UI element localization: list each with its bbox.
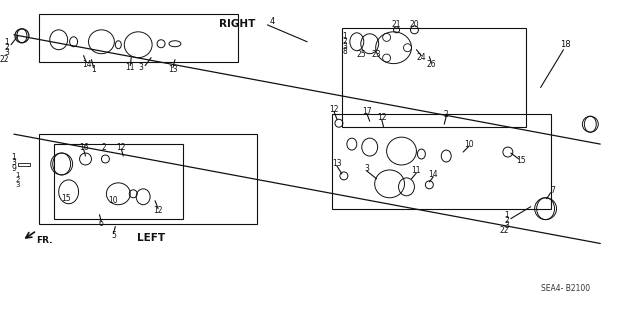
Bar (39, 134, 257, 224)
Text: 10: 10 (109, 196, 118, 205)
Text: 2: 2 (16, 177, 20, 183)
Text: 18: 18 (560, 40, 571, 49)
Text: 1: 1 (4, 38, 9, 47)
Text: 13: 13 (332, 160, 342, 168)
Text: RIGHT: RIGHT (220, 19, 256, 29)
Text: 4: 4 (269, 17, 275, 26)
Text: FR.: FR. (36, 236, 52, 245)
Text: 2: 2 (4, 43, 9, 52)
Bar (342, 28, 525, 127)
Text: 12: 12 (116, 143, 126, 152)
Text: 25: 25 (357, 50, 367, 59)
Text: 2: 2 (504, 216, 509, 225)
Text: 3: 3 (16, 182, 20, 188)
Text: 1: 1 (16, 172, 20, 178)
Text: 11: 11 (125, 63, 135, 72)
Text: 12: 12 (329, 105, 339, 114)
Text: 21: 21 (392, 20, 401, 29)
Text: 2: 2 (101, 143, 106, 152)
Text: 22: 22 (499, 226, 509, 235)
Text: 1: 1 (504, 211, 509, 220)
Text: 5: 5 (111, 231, 116, 240)
Text: 12: 12 (154, 206, 163, 215)
Text: 17: 17 (362, 107, 372, 116)
Text: 3: 3 (342, 42, 347, 51)
Text: 8: 8 (342, 47, 347, 56)
Text: 11: 11 (412, 167, 421, 175)
Text: 14: 14 (429, 170, 438, 179)
Text: 10: 10 (464, 140, 474, 149)
Text: 26: 26 (426, 60, 436, 69)
Text: 23: 23 (372, 50, 381, 59)
Text: 3: 3 (139, 63, 143, 72)
Text: 2: 2 (342, 37, 347, 46)
Text: 12: 12 (377, 113, 387, 122)
Text: 15: 15 (61, 194, 70, 203)
Text: SEA4- B2100: SEA4- B2100 (541, 284, 590, 293)
Text: 13: 13 (168, 65, 178, 74)
Text: 7: 7 (550, 186, 555, 195)
Text: 1: 1 (91, 65, 96, 74)
Text: 3: 3 (4, 48, 9, 57)
Text: 3: 3 (504, 221, 509, 230)
Bar (39, 14, 237, 62)
Bar (332, 114, 550, 209)
Text: 24: 24 (417, 53, 426, 62)
Text: 9: 9 (11, 164, 16, 174)
Text: 22: 22 (0, 55, 9, 64)
Text: 2: 2 (444, 110, 449, 119)
Text: 3: 3 (11, 159, 16, 167)
Text: LEFT: LEFT (137, 234, 165, 243)
Bar (54, 144, 183, 219)
Text: 1: 1 (342, 32, 347, 41)
Text: 14: 14 (82, 60, 92, 69)
Text: 20: 20 (410, 20, 419, 29)
Text: 6: 6 (99, 219, 104, 228)
Text: 16: 16 (79, 143, 88, 152)
Text: 3: 3 (364, 164, 369, 174)
Bar (18, 163, 30, 166)
Text: 15: 15 (516, 157, 525, 166)
Text: 1: 1 (12, 152, 16, 161)
